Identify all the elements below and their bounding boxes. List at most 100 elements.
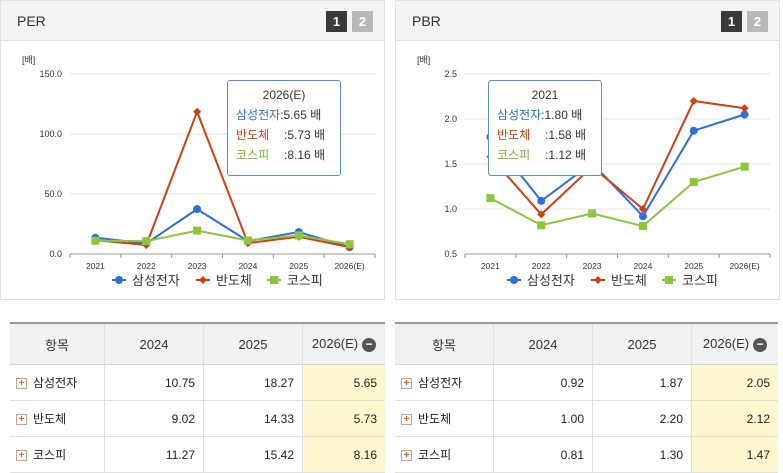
data-point-kospi[interactable]	[243, 236, 252, 245]
data-point-samsung[interactable]	[193, 205, 202, 214]
table-row: + 반도체 1.00 2.20 2.12	[395, 400, 778, 437]
pbr-tooltip-row-semi: 반도체:1.58 배	[497, 125, 593, 145]
per-tooltip-title: 2026(E)	[262, 88, 306, 102]
legend-label-kospi[interactable]: 코스피	[287, 273, 323, 288]
data-point-kospi[interactable]	[638, 222, 647, 231]
column-header-2026e-label: 2026(E)	[702, 336, 750, 352]
series-line-kospi	[489, 165, 745, 228]
data-point-samsung[interactable]	[689, 126, 698, 135]
y-tick-label: 0.0	[49, 249, 62, 259]
row-label: 삼성전자	[33, 376, 78, 390]
data-point-semi[interactable]	[638, 205, 647, 213]
row-label-cell: + 반도체	[395, 400, 494, 437]
data-point-samsung[interactable]	[740, 110, 749, 119]
value-cell: 14.33	[203, 400, 303, 437]
pbr-page-2-button[interactable]: 2	[747, 11, 768, 32]
row-label-cell: + 반도체	[10, 400, 105, 437]
data-point-semi[interactable]	[193, 107, 202, 116]
value-cell: 1.00	[493, 400, 593, 437]
value-cell: 11.27	[104, 436, 204, 473]
data-point-kospi[interactable]	[345, 240, 354, 249]
y-unit-label: [배]	[417, 55, 430, 65]
pbr-tooltip-row-samsung: 삼성전자:1.80 배	[497, 105, 593, 125]
expand-plus-icon[interactable]: +	[401, 450, 412, 462]
legend-label-semi[interactable]: 반도체	[611, 273, 647, 288]
x-tick-label: 2023	[188, 261, 207, 271]
expand-plus-icon[interactable]: +	[16, 414, 27, 426]
value-cell: 18.27	[203, 364, 303, 401]
expand-plus-icon[interactable]: +	[401, 414, 412, 426]
value-cell: 2.05	[691, 364, 778, 401]
expand-plus-icon[interactable]: +	[16, 378, 27, 390]
data-point-kospi[interactable]	[142, 237, 151, 246]
data-point-kospi[interactable]	[193, 226, 202, 235]
value-cell: 9.02	[104, 400, 204, 437]
data-point-samsung[interactable]	[537, 196, 546, 205]
row-label: 코스피	[418, 448, 452, 462]
legend-label-kospi[interactable]: 코스피	[682, 273, 718, 288]
tooltip-series-name: 반도체	[497, 128, 531, 142]
column-header-item: 항목	[10, 322, 105, 365]
data-point-kospi[interactable]	[486, 194, 495, 203]
per-table: 항목 2024 2025 2026(E) − + 삼성전자 10.75 18.27 …	[10, 322, 385, 473]
y-tick-label: 1.0	[444, 204, 457, 214]
value-cell: 0.81	[493, 436, 593, 473]
x-tick-label: 2026(E)	[334, 261, 364, 271]
y-tick-label: 1.5	[444, 159, 457, 169]
row-label-cell: + 코스피	[10, 436, 105, 473]
expand-plus-icon[interactable]: +	[16, 450, 27, 462]
row-label: 삼성전자	[418, 376, 463, 390]
x-tick-label: 2024	[633, 261, 652, 271]
table-row: + 코스피 0.81 1.30 1.47	[395, 436, 778, 473]
pbr-tooltip-row-kospi: 코스피:1.12 배	[497, 145, 593, 165]
data-point-kospi[interactable]	[294, 231, 303, 240]
pbr-panel: PBR 1 2 [배] 2.5 2.0 1.5 1.0 0.5 2021 2022 2023 20…	[395, 0, 780, 300]
pbr-tooltip: 2021 삼성전자:1.80 배 반도체:1.58 배 코스피:1.12 배	[488, 80, 602, 176]
per-page-1-button[interactable]: 1	[326, 11, 347, 32]
per-tooltip-row-samsung: 삼성전자:5.65 배	[236, 105, 332, 125]
per-page-2-button[interactable]: 2	[352, 11, 373, 32]
y-tick-label: 150.0	[39, 69, 62, 79]
column-header-2025: 2025	[592, 322, 692, 365]
legend-label-samsung[interactable]: 삼성전자	[527, 273, 575, 288]
row-label: 반도체	[418, 412, 452, 426]
tooltip-series-name: 삼성전자	[236, 108, 281, 122]
table-row: + 반도체 9.02 14.33 5.73	[10, 400, 385, 437]
data-point-kospi[interactable]	[689, 178, 698, 186]
x-tick-label: 2025	[684, 261, 703, 271]
data-point-kospi[interactable]	[91, 236, 100, 245]
expand-plus-icon[interactable]: +	[401, 378, 412, 390]
data-point-semi[interactable]	[689, 97, 698, 105]
data-point-semi[interactable]	[537, 210, 546, 219]
value-cell: 0.92	[493, 364, 593, 401]
per-title: PER	[17, 13, 46, 29]
x-tick-label: 2025	[289, 261, 308, 271]
row-label: 코스피	[33, 448, 67, 462]
legend-label-semi[interactable]: 반도체	[216, 273, 252, 288]
row-label-cell: + 삼성전자	[10, 364, 105, 401]
collapse-minus-icon[interactable]: −	[753, 337, 768, 352]
data-point-kospi[interactable]	[740, 162, 749, 171]
legend-marker-kospi	[270, 276, 278, 284]
value-cell: 8.16	[302, 436, 385, 473]
per-tooltip: 2026(E) 삼성전자:5.65 배 반도체:5.73 배 코스피:8.16 …	[227, 80, 341, 176]
tooltip-series-name: 삼성전자	[497, 108, 542, 122]
value-cell: 10.75	[104, 364, 204, 401]
pbr-page-1-button[interactable]: 1	[721, 11, 742, 32]
x-tick-label: 2021	[481, 261, 500, 271]
data-point-samsung[interactable]	[638, 212, 647, 221]
tooltip-series-value: :5.65 배	[280, 108, 322, 122]
table-row: + 삼성전자 0.92 1.87 2.05	[395, 364, 778, 401]
pbr-title: PBR	[412, 13, 441, 29]
x-tick-label: 2021	[86, 261, 105, 271]
data-point-semi[interactable]	[740, 104, 749, 113]
value-cell: 5.65	[302, 364, 385, 401]
series-line-semi	[95, 109, 350, 249]
legend-label-samsung[interactable]: 삼성전자	[132, 273, 180, 288]
collapse-minus-icon[interactable]: −	[362, 337, 377, 352]
legend-marker-semi	[199, 276, 207, 284]
data-point-kospi[interactable]	[537, 221, 546, 230]
data-point-kospi[interactable]	[588, 209, 597, 218]
legend-marker-samsung	[510, 276, 518, 284]
x-tick-label: 2023	[583, 261, 602, 271]
